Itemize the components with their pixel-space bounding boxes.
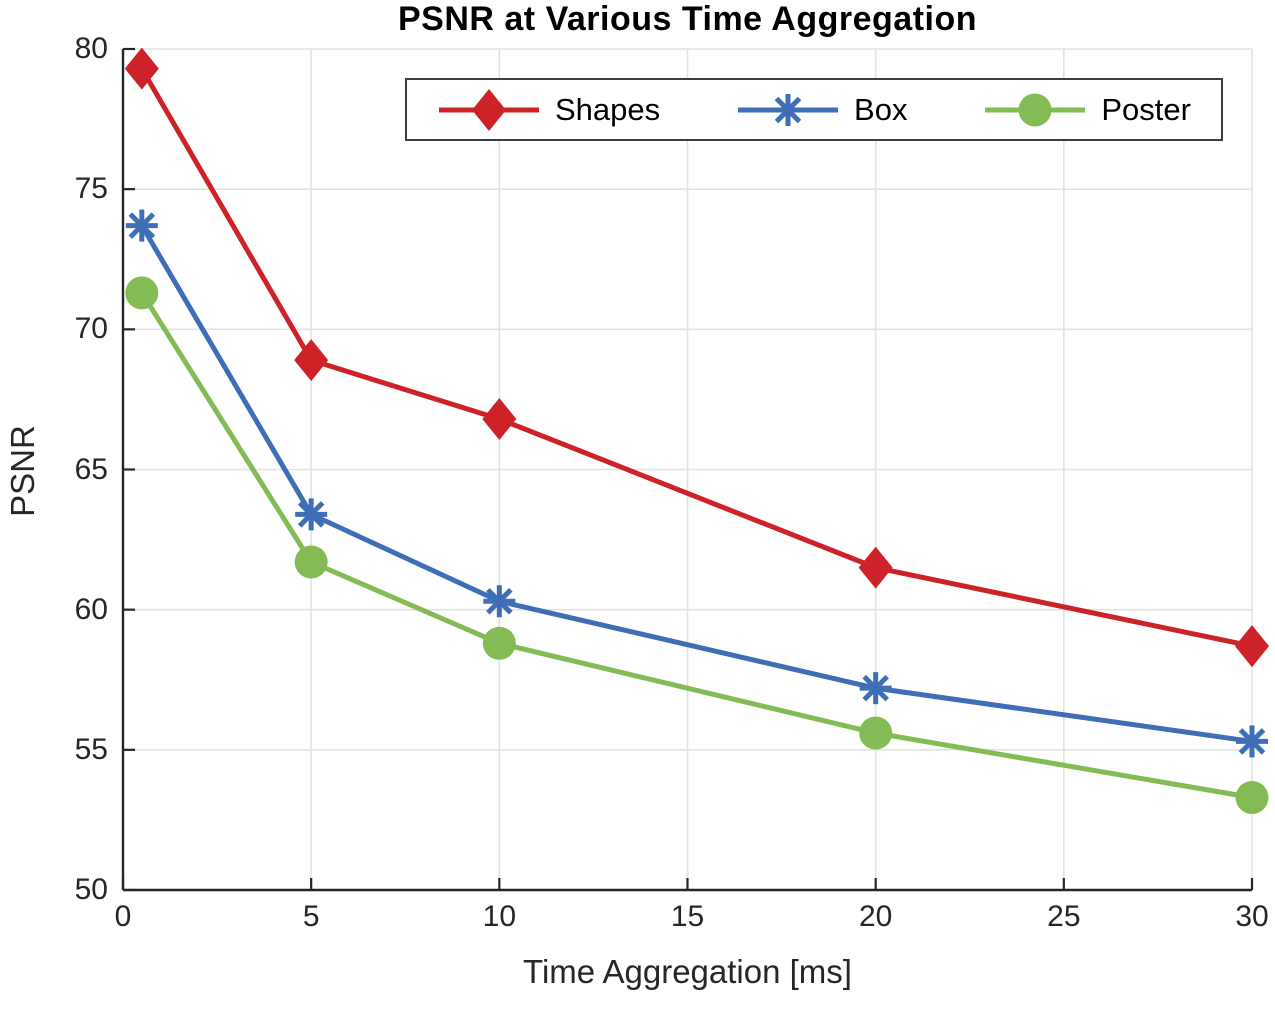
- marker-circle: [125, 276, 159, 310]
- marker-diamond: [482, 398, 517, 441]
- marker-circle: [294, 545, 328, 579]
- marker-asterisk: [862, 674, 889, 702]
- y-tick-label: 70: [74, 312, 108, 346]
- legend-item-box: Box: [736, 86, 907, 134]
- y-tick-label: 50: [74, 873, 108, 906]
- x-axis-label: Time Aggregation [ms]: [523, 953, 852, 990]
- chart-title: PSNR at Various Time Aggregation: [397, 0, 977, 38]
- legend-item-shapes: Shapes: [437, 86, 660, 134]
- x-tick-label: 30: [1235, 900, 1269, 933]
- legend-label: Poster: [1101, 91, 1191, 127]
- y-tick-label: 55: [74, 732, 108, 766]
- y-tick-label: 75: [74, 172, 108, 206]
- x-tick-label: 25: [1047, 900, 1081, 933]
- y-tick-label: 60: [74, 592, 108, 626]
- marker-diamond: [1235, 625, 1269, 668]
- marker-asterisk: [486, 587, 513, 615]
- legend-label: Shapes: [555, 91, 661, 127]
- y-tick-label: 80: [74, 32, 108, 65]
- legend-marker: [1018, 93, 1052, 126]
- legend-diamond-icon: [439, 88, 539, 131]
- marker-circle: [1235, 780, 1269, 814]
- marker-asterisk: [297, 501, 325, 528]
- legend-marker: [472, 88, 506, 131]
- marker-diamond: [124, 47, 159, 90]
- legend-item-poster: Poster: [983, 86, 1191, 134]
- marker-diamond: [858, 546, 893, 589]
- x-tick-label: 15: [670, 900, 705, 933]
- y-tick-label: 65: [74, 452, 108, 486]
- marker-asterisk: [1238, 728, 1266, 755]
- x-tick-label: 20: [858, 900, 893, 933]
- marker-asterisk: [128, 212, 156, 239]
- x-tick-label: 0: [114, 900, 132, 933]
- legend-label: Box: [854, 91, 908, 127]
- x-tick-label: 5: [302, 900, 320, 933]
- legend-circle-icon: [985, 93, 1086, 126]
- marker-circle: [482, 626, 516, 660]
- legend-asterisk-icon: [738, 93, 839, 126]
- marker-diamond: [294, 339, 329, 382]
- series-line-box: [139, 224, 1253, 744]
- legend-marker: [774, 96, 802, 123]
- x-tick-label: 10: [482, 900, 517, 933]
- legend: Shapes Box Poster: [405, 78, 1223, 141]
- marker-circle: [859, 716, 893, 750]
